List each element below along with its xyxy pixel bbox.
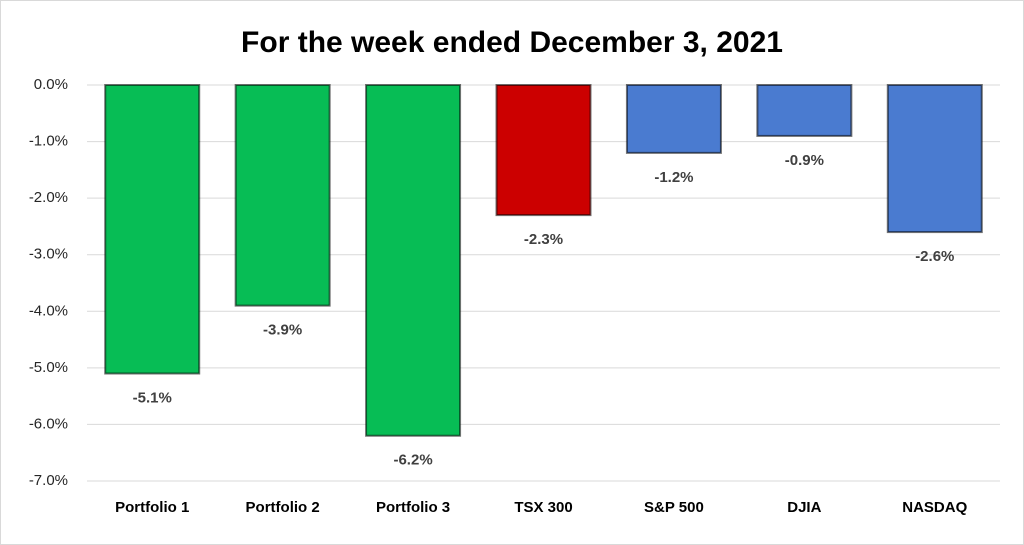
y-tick-label: 0.0% — [34, 76, 68, 93]
value-label: -2.6% — [915, 248, 954, 265]
value-label: -5.1% — [133, 389, 172, 406]
value-label: -2.3% — [524, 231, 563, 248]
value-label: -0.9% — [785, 152, 824, 169]
bar — [886, 84, 983, 234]
x-tick-label: DJIA — [787, 499, 821, 516]
bar — [104, 84, 201, 375]
x-tick-label: TSX 300 — [514, 499, 572, 516]
value-label: -6.2% — [393, 452, 432, 469]
value-label: -3.9% — [263, 322, 302, 339]
y-tick-label: -6.0% — [29, 415, 68, 432]
x-tick-label: NASDAQ — [902, 499, 967, 516]
y-tick-label: -4.0% — [29, 302, 68, 319]
bar — [625, 84, 722, 154]
bar — [234, 84, 331, 307]
bar — [756, 84, 853, 137]
y-tick-label: -3.0% — [29, 246, 68, 263]
bar — [365, 84, 462, 437]
y-tick-label: -1.0% — [29, 133, 68, 150]
bar — [495, 84, 592, 217]
x-tick-label: S&P 500 — [644, 499, 704, 516]
value-label: -1.2% — [654, 169, 693, 186]
y-tick-label: -7.0% — [29, 472, 68, 489]
chart-title: For the week ended December 3, 2021 — [241, 26, 783, 59]
y-tick-label: -2.0% — [29, 189, 68, 206]
x-tick-label: Portfolio 3 — [376, 499, 450, 516]
x-tick-label: Portfolio 1 — [115, 499, 189, 516]
y-tick-label: -5.0% — [29, 359, 68, 376]
x-tick-label: Portfolio 2 — [246, 499, 320, 516]
